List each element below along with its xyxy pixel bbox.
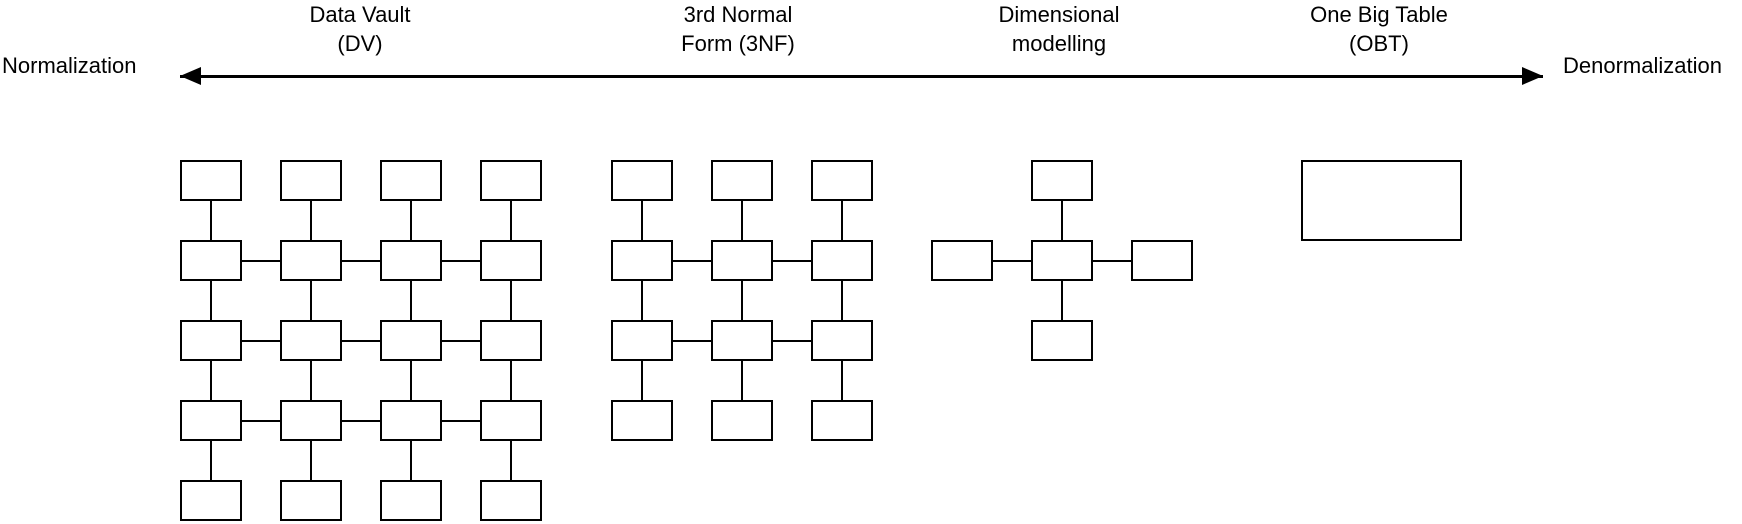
data-vault-relationship-line [310, 201, 312, 240]
data-vault-table-box [480, 480, 542, 521]
model-label-one-big-table: One Big Table (OBT) [1310, 0, 1448, 58]
data-vault-relationship-line [210, 201, 212, 240]
data-vault-table-box [480, 320, 542, 361]
model-label-line: (OBT) [1349, 31, 1409, 56]
model-label-line: (DV) [337, 31, 383, 56]
data-vault-table-box [480, 400, 542, 441]
data-vault-relationship-line [510, 281, 512, 320]
data-vault-relationship-line [510, 201, 512, 240]
data-vault-relationship-line [242, 419, 280, 422]
third-normal-form-relationship-line [741, 361, 743, 400]
data-vault-relationship-line [210, 441, 212, 480]
data-vault-relationship-line [410, 441, 412, 480]
dimensional-modelling-relationship-line [1093, 259, 1131, 262]
data-vault-table-box [180, 240, 242, 281]
data-vault-relationship-line [342, 419, 380, 422]
model-label-line: One Big Table [1310, 2, 1448, 27]
data-vault-table-box [380, 400, 442, 441]
data-vault-table-box [280, 400, 342, 441]
dimensional-modelling-table-box [1031, 240, 1093, 281]
third-normal-form-table-box [811, 400, 873, 441]
spectrum-arrow-line [180, 75, 1543, 78]
data-vault-relationship-line [242, 259, 280, 262]
data-vault-table-box [380, 480, 442, 521]
data-vault-table-box [280, 480, 342, 521]
dimensional-modelling-table-box [1031, 160, 1093, 201]
data-vault-relationship-line [310, 441, 312, 480]
third-normal-form-table-box [711, 240, 773, 281]
data-vault-relationship-line [442, 419, 480, 422]
third-normal-form-relationship-line [841, 281, 843, 320]
data-vault-table-box [480, 160, 542, 201]
third-normal-form-table-box [711, 160, 773, 201]
dimensional-modelling-table-box [1031, 320, 1093, 361]
data-vault-relationship-line [410, 281, 412, 320]
third-normal-form-table-box [611, 160, 673, 201]
data-vault-relationship-line [310, 281, 312, 320]
data-vault-relationship-line [442, 259, 480, 262]
model-label-line: Form (3NF) [681, 31, 795, 56]
data-vault-relationship-line [210, 361, 212, 400]
model-label-line: 3rd Normal [683, 2, 793, 27]
data-vault-table-box [180, 320, 242, 361]
model-label-third-normal-form: 3rd Normal Form (3NF) [681, 0, 795, 58]
third-normal-form-relationship-line [641, 201, 643, 240]
data-vault-relationship-line [442, 339, 480, 342]
third-normal-form-relationship-line [741, 201, 743, 240]
third-normal-form-table-box [611, 240, 673, 281]
third-normal-form-table-box [811, 240, 873, 281]
one-big-table-table-box [1301, 160, 1462, 241]
third-normal-form-table-box [811, 160, 873, 201]
axis-label-normalization: Normalization [2, 53, 137, 78]
data-vault-table-box [180, 400, 242, 441]
model-label-data-vault: Data Vault (DV) [309, 0, 410, 58]
data-vault-relationship-line [510, 441, 512, 480]
third-normal-form-relationship-line [773, 259, 811, 262]
data-vault-table-box [280, 320, 342, 361]
third-normal-form-table-box [711, 320, 773, 361]
dimensional-modelling-table-box [931, 240, 993, 281]
data-vault-relationship-line [410, 201, 412, 240]
arrowhead-right-icon [1522, 67, 1543, 85]
model-label-line: Data Vault [309, 2, 411, 27]
third-normal-form-relationship-line [641, 361, 643, 400]
data-vault-table-box [180, 480, 242, 521]
data-vault-table-box [280, 160, 342, 201]
data-vault-table-box [380, 320, 442, 361]
dimensional-modelling-relationship-line [993, 259, 1031, 262]
data-vault-table-box [380, 160, 442, 201]
third-normal-form-table-box [711, 400, 773, 441]
data-vault-relationship-line [342, 259, 380, 262]
data-vault-relationship-line [510, 361, 512, 400]
third-normal-form-table-box [611, 320, 673, 361]
third-normal-form-table-box [611, 400, 673, 441]
dimensional-modelling-table-box [1131, 240, 1193, 281]
third-normal-form-relationship-line [673, 259, 711, 262]
third-normal-form-relationship-line [741, 281, 743, 320]
arrowhead-left-icon [180, 67, 201, 85]
data-vault-table-box [180, 160, 242, 201]
data-vault-relationship-line [342, 339, 380, 342]
model-label-dimensional-modelling: Dimensional modelling [998, 0, 1119, 58]
data-vault-table-box [480, 240, 542, 281]
third-normal-form-relationship-line [841, 201, 843, 240]
third-normal-form-table-box [811, 320, 873, 361]
data-vault-relationship-line [410, 361, 412, 400]
dimensional-modelling-relationship-line [1061, 281, 1063, 320]
data-vault-table-box [380, 240, 442, 281]
model-label-line: modelling [1011, 31, 1107, 56]
data-vault-table-box [280, 240, 342, 281]
third-normal-form-relationship-line [841, 361, 843, 400]
third-normal-form-relationship-line [641, 281, 643, 320]
third-normal-form-relationship-line [673, 339, 711, 342]
data-vault-relationship-line [310, 361, 312, 400]
axis-label-denormalization: Denormalization [1563, 53, 1722, 78]
third-normal-form-relationship-line [773, 339, 811, 342]
model-label-line: Dimensional [998, 2, 1120, 27]
data-vault-relationship-line [242, 339, 280, 342]
data-vault-relationship-line [210, 281, 212, 320]
dimensional-modelling-relationship-line [1061, 201, 1063, 240]
